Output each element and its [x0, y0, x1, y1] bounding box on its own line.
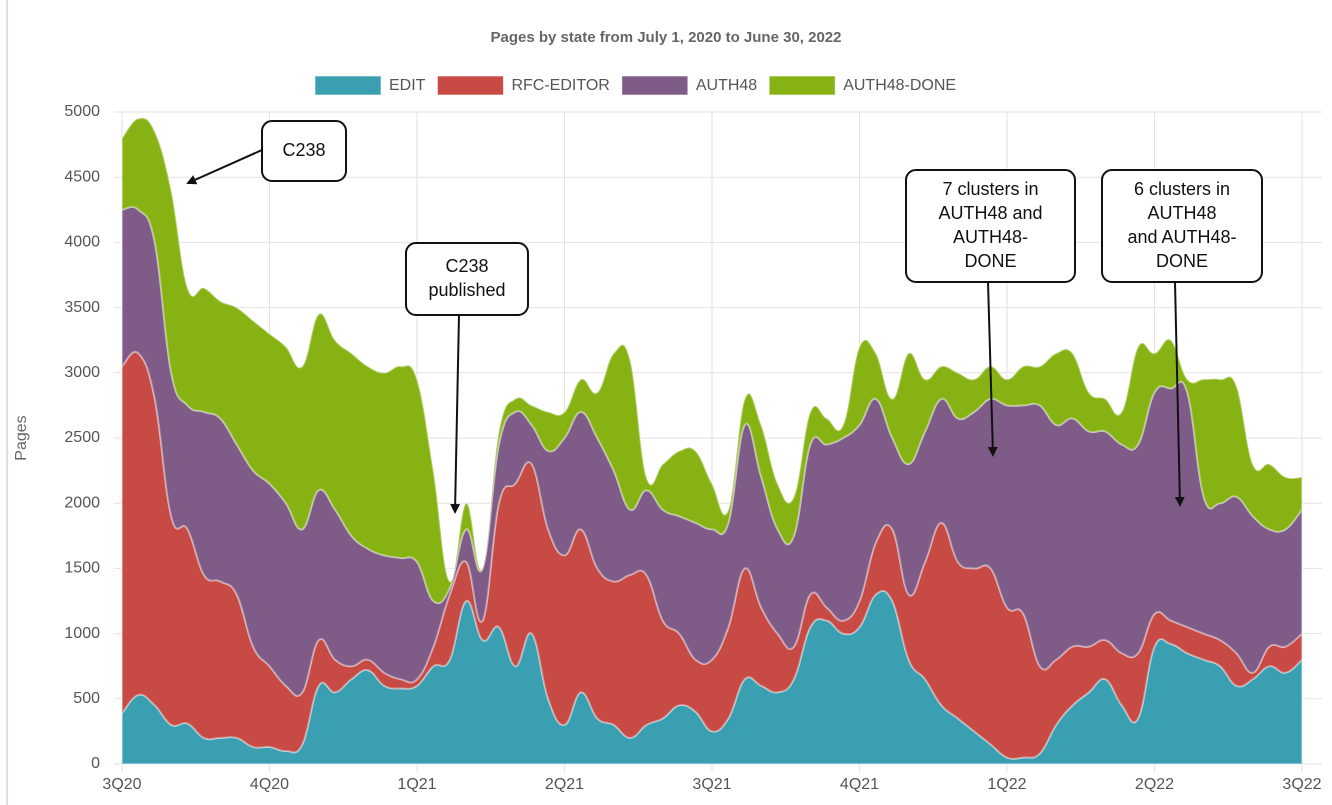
annotation-text: C238 — [445, 256, 488, 276]
legend-item[interactable]: EDIT — [314, 75, 426, 96]
legend-swatch — [621, 75, 689, 96]
annotation-text: 6 clusters in — [1134, 179, 1230, 199]
y-tick-label: 4000 — [64, 234, 100, 251]
x-tick-label: 3Q20 — [102, 776, 141, 793]
legend-swatch — [314, 75, 382, 96]
y-tick-label: 3500 — [64, 299, 100, 316]
y-tick-label: 5000 — [64, 103, 100, 120]
x-tick-label: 2Q22 — [1135, 776, 1174, 793]
legend-item[interactable]: AUTH48-DONE — [768, 75, 956, 96]
annotation-arrow — [1174, 281, 1185, 507]
x-tick-label: 4Q20 — [250, 776, 289, 793]
annotation-box — [905, 169, 1076, 283]
annotation-arrow — [186, 149, 263, 185]
annotation-box — [261, 120, 347, 182]
x-tick-label: 3Q22 — [1282, 776, 1321, 793]
legend-item[interactable]: RFC-EDITOR — [436, 75, 610, 96]
legend-label: RFC-EDITOR — [511, 77, 609, 94]
y-tick-label: 500 — [73, 690, 100, 707]
annotation-text: C238 — [282, 140, 325, 160]
area — [121, 116, 1303, 605]
y-tick-label: 4500 — [64, 168, 100, 185]
x-tick-label: 1Q22 — [987, 776, 1026, 793]
annotation-arrow — [987, 281, 998, 457]
y-tick-label: 1000 — [64, 625, 100, 642]
y-tick-label: 0 — [91, 755, 100, 772]
annotation-text: AUTH48- — [953, 227, 1028, 247]
annotation-text: 7 clusters in — [942, 179, 1038, 199]
annotation-box — [405, 242, 529, 316]
chart-title: Pages by state from July 1, 2020 to June… — [490, 29, 841, 46]
legend-swatch — [436, 75, 504, 96]
legend-swatch — [768, 75, 836, 96]
x-tick-label: 1Q21 — [397, 776, 436, 793]
y-axis-label: Pages — [13, 415, 30, 460]
annotation-text: DONE — [1156, 251, 1208, 271]
annotation-arrow — [450, 314, 461, 514]
annotation-text: DONE — [964, 251, 1016, 271]
legend-item[interactable]: AUTH48 — [621, 75, 757, 96]
annotation-text: and AUTH48- — [1127, 227, 1236, 247]
y-tick-label: 1500 — [64, 560, 100, 577]
legend-label: AUTH48-DONE — [843, 77, 956, 94]
y-tick-label: 2000 — [64, 494, 100, 511]
y-tick-label: 3000 — [64, 364, 100, 381]
x-tick-label: 3Q21 — [692, 776, 731, 793]
annotation-text: published — [428, 280, 505, 300]
x-tick-label: 4Q21 — [840, 776, 879, 793]
annotation-box — [1101, 169, 1263, 283]
legend-label: EDIT — [389, 77, 426, 94]
annotation-text: AUTH48 and — [938, 203, 1042, 223]
annotation-text: AUTH48 — [1147, 203, 1216, 223]
legend-label: AUTH48 — [696, 77, 757, 94]
x-tick-label: 2Q21 — [545, 776, 584, 793]
y-tick-label: 2500 — [64, 429, 100, 446]
